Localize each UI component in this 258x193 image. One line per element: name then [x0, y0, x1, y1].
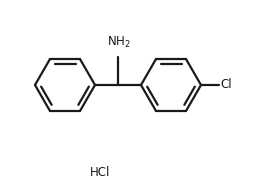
Text: HCl: HCl	[90, 167, 110, 179]
Text: Cl: Cl	[220, 79, 232, 91]
Text: NH$_2$: NH$_2$	[107, 35, 131, 50]
